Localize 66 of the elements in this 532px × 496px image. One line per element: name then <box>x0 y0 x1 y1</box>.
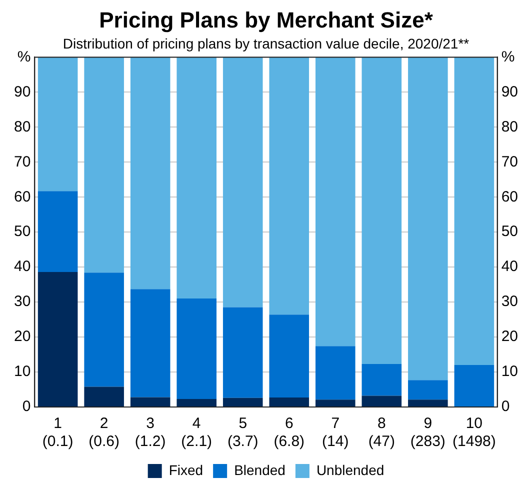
bar <box>362 57 402 364</box>
bar <box>408 380 448 400</box>
x-tick-label: 2 (0.6) <box>88 415 120 450</box>
bar <box>130 289 170 398</box>
y2-tick-label: 20 <box>501 328 518 346</box>
bar <box>316 400 356 406</box>
bar <box>84 57 124 273</box>
x-tick-label: 7 (14) <box>322 415 349 450</box>
y2-tick-label: 50 <box>501 223 518 240</box>
x-tick-label: 10 (1498) <box>452 415 496 450</box>
y2-tick-label: 0 <box>501 398 510 416</box>
y2-tick-label: 90 <box>501 83 518 100</box>
legend-label: Blended <box>234 462 286 478</box>
y2-tick-label: 30 <box>501 293 518 310</box>
bar <box>38 191 78 272</box>
y2-tick-label: 40 <box>501 258 518 276</box>
bar <box>176 298 216 399</box>
y-tick-label: 10 <box>14 363 31 380</box>
bar <box>222 57 263 308</box>
x-tick-label: 8 (47) <box>368 415 395 450</box>
bar <box>269 57 310 315</box>
bar <box>222 307 263 398</box>
y-tick-label: 50 <box>14 223 31 240</box>
bar <box>269 314 310 398</box>
bar <box>408 400 448 406</box>
bar <box>454 365 494 406</box>
y2-tick-label: 60 <box>501 188 518 206</box>
y-tick-label: 60 <box>14 188 31 206</box>
x-tick-label: 9 (283) <box>410 415 446 450</box>
bar <box>316 346 356 400</box>
bar <box>362 364 402 396</box>
legend-label: Fixed <box>168 462 204 478</box>
bar <box>362 396 402 406</box>
bar <box>316 57 356 346</box>
x-tick-label: 1 (0.1) <box>42 415 74 450</box>
chart-subtitle: Distribution of pricing plans by transaction value decile, 2020/21** <box>62 36 470 52</box>
bar <box>176 398 216 406</box>
bar <box>408 57 448 380</box>
bar <box>176 57 216 299</box>
y-tick-label: 80 <box>14 118 31 136</box>
x-tick-label: 4 (2.1) <box>181 415 212 450</box>
y-tick-label: 0 <box>22 398 31 416</box>
x-tick-label: 3 (1.2) <box>134 415 166 450</box>
bar <box>269 398 310 406</box>
y-tick-label: 70 <box>14 153 31 170</box>
x-tick-label: 5 (3.7) <box>227 415 258 450</box>
y2-tick-label: 70 <box>501 153 518 170</box>
bar <box>38 57 78 192</box>
bar <box>222 398 263 406</box>
y2-tick-label: % <box>501 48 515 66</box>
y-tick-label: 90 <box>14 83 31 100</box>
bar <box>130 57 170 290</box>
y2-tick-label: 10 <box>501 363 518 380</box>
bar <box>454 57 494 366</box>
bar <box>38 272 78 406</box>
bar <box>84 386 124 406</box>
x-tick-label: 6 (6.8) <box>274 415 305 450</box>
bar <box>130 397 170 406</box>
bar <box>84 272 124 387</box>
y-tick-label: 20 <box>14 328 31 346</box>
y-tick-label: 40 <box>14 258 31 276</box>
y-tick-label: 30 <box>14 293 31 310</box>
chart-title: Pricing Plans by Merchant Size* <box>99 7 434 32</box>
legend-label: Unblended <box>316 462 384 478</box>
y-tick-label: % <box>17 48 31 66</box>
y2-tick-label: 80 <box>501 118 518 136</box>
